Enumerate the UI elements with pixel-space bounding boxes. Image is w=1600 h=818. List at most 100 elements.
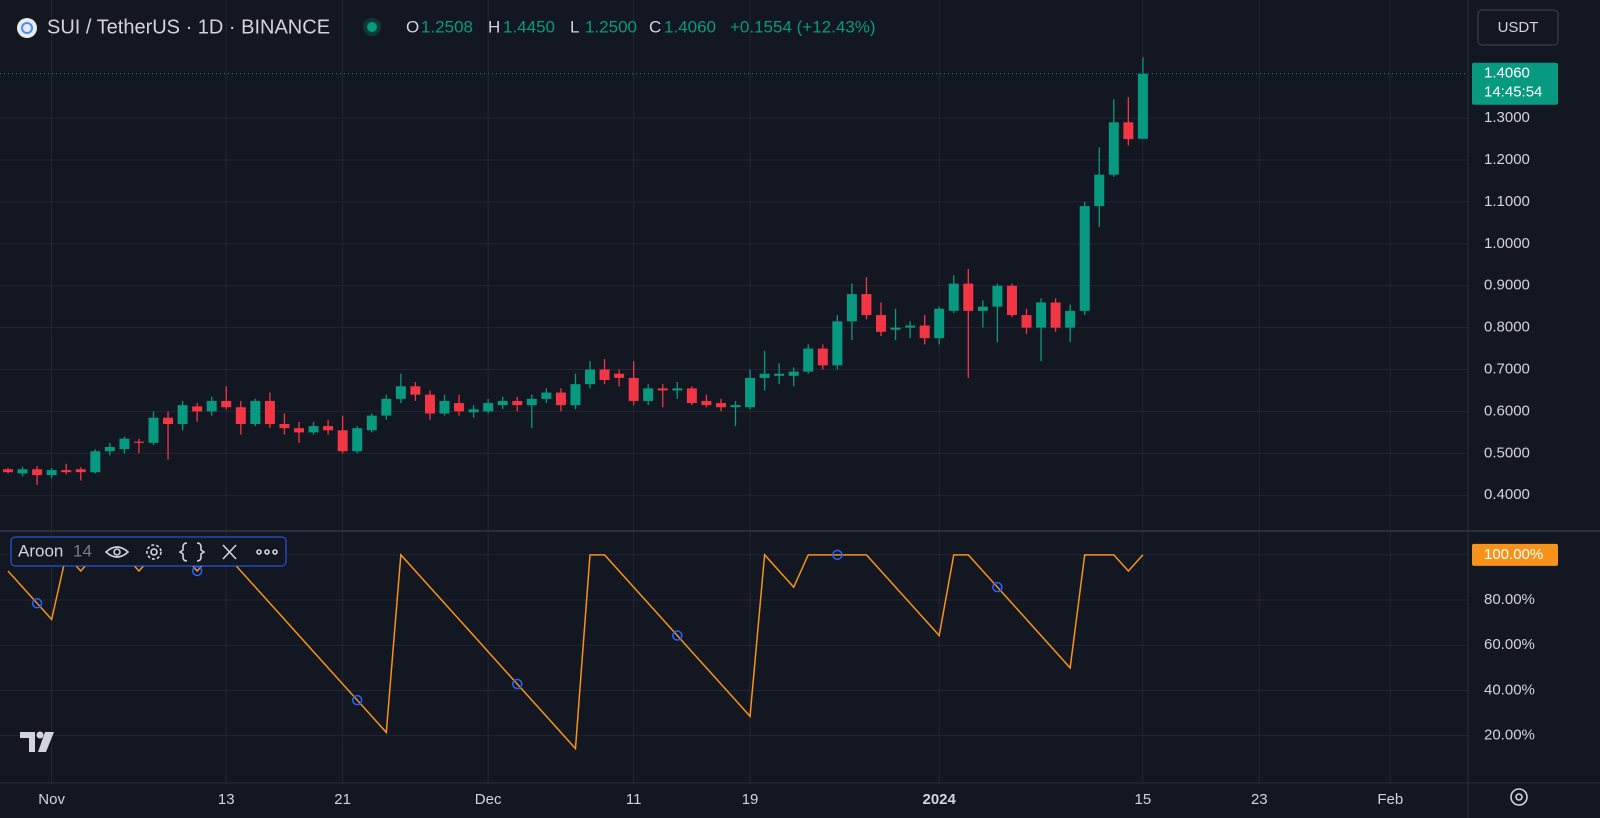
candle-body bbox=[483, 403, 494, 412]
candle-body bbox=[206, 400, 217, 412]
candle-body bbox=[701, 400, 712, 406]
ohlc: O 1.2508 H 1.4450 L 1.2500 C 1.4060 bbox=[406, 17, 716, 36]
ohlc-key: O bbox=[406, 17, 419, 36]
candle-body bbox=[876, 315, 886, 332]
candle-body bbox=[1021, 315, 1032, 328]
eye-icon[interactable] bbox=[104, 546, 130, 558]
candle-body bbox=[745, 377, 756, 408]
candle-body bbox=[221, 400, 232, 408]
indicator-length: 14 bbox=[73, 541, 92, 560]
x-tick-label: 23 bbox=[1251, 791, 1268, 808]
x-tick-label: Feb bbox=[1377, 791, 1403, 808]
indicator-legend bbox=[10, 536, 287, 567]
candle-body bbox=[657, 388, 668, 391]
candle-body bbox=[468, 409, 479, 413]
y-tick-label: 0.5000 bbox=[1484, 444, 1530, 461]
x-tick-label: 2024 bbox=[923, 791, 957, 808]
candle-body bbox=[104, 447, 115, 452]
candle-body bbox=[1137, 73, 1148, 139]
candle-body bbox=[992, 285, 1003, 307]
symbol-logo bbox=[17, 18, 37, 38]
candle-body bbox=[119, 438, 130, 450]
aroon-marker bbox=[512, 678, 523, 690]
candle-body bbox=[803, 348, 814, 372]
candle-body bbox=[948, 283, 959, 311]
candle-body bbox=[977, 306, 988, 311]
last-value-box bbox=[1472, 543, 1558, 566]
settings-button[interactable] bbox=[1515, 793, 1523, 801]
aroon-line bbox=[7, 553, 1144, 751]
candle-body bbox=[308, 426, 319, 433]
grid bbox=[0, 0, 1468, 783]
eye-icon[interactable] bbox=[113, 548, 121, 556]
more-icon[interactable] bbox=[272, 549, 278, 555]
candle-body bbox=[817, 348, 828, 366]
more-icon[interactable] bbox=[264, 549, 270, 555]
candle-body bbox=[192, 406, 203, 412]
settings-icon[interactable] bbox=[146, 544, 162, 560]
candle-body bbox=[846, 294, 857, 322]
ohlc-value: 1.4060 bbox=[664, 17, 716, 36]
currency[interactable]: USDT bbox=[1498, 19, 1539, 36]
settings-button[interactable] bbox=[1510, 788, 1528, 806]
candle-body bbox=[672, 388, 683, 391]
candle-body bbox=[454, 403, 465, 412]
candle-body bbox=[1036, 302, 1047, 328]
aroon-marker bbox=[31, 598, 43, 609]
candle-body bbox=[774, 373, 785, 376]
candle-body bbox=[585, 369, 595, 385]
candle-body bbox=[890, 327, 901, 330]
ohlc-value: 1.2508 bbox=[421, 17, 473, 36]
candle-body bbox=[381, 398, 392, 416]
aroon-marker bbox=[672, 630, 683, 641]
candle-body bbox=[148, 417, 159, 443]
candle-body bbox=[512, 400, 523, 406]
candle-body bbox=[177, 405, 188, 424]
y-tick-label: 0.9000 bbox=[1484, 277, 1530, 294]
candle-body bbox=[497, 400, 508, 406]
candle-body bbox=[250, 400, 261, 424]
candle-body bbox=[1065, 310, 1076, 328]
candle-body bbox=[628, 377, 639, 401]
currency-button[interactable] bbox=[1477, 9, 1559, 46]
candle-body bbox=[686, 388, 697, 404]
candle-body bbox=[395, 386, 406, 399]
candle-body bbox=[861, 294, 872, 316]
y-tick-label: 0.8000 bbox=[1484, 319, 1530, 336]
candle-body bbox=[643, 388, 654, 401]
candle-body bbox=[934, 308, 945, 339]
more-icon[interactable] bbox=[256, 549, 262, 555]
change: +0.1554 (+12.43%) bbox=[730, 17, 876, 36]
candle-body bbox=[599, 369, 610, 380]
candle-body bbox=[614, 373, 625, 378]
x-tick-label: 11 bbox=[626, 791, 642, 808]
candle-body bbox=[17, 469, 28, 474]
source-icon[interactable] bbox=[178, 542, 206, 562]
candle-body bbox=[32, 469, 43, 476]
x-tick-label: 15 bbox=[1135, 791, 1152, 808]
candle-body bbox=[46, 470, 57, 476]
settings-icon[interactable] bbox=[150, 548, 158, 556]
candle-body bbox=[1123, 122, 1134, 140]
indicator-name: Aroon bbox=[18, 541, 63, 560]
x-tick-label: Dec bbox=[475, 791, 502, 808]
candle-body bbox=[905, 325, 916, 328]
plot bbox=[0, 57, 1468, 751]
candle-body bbox=[1079, 206, 1090, 311]
x-tick-label: 19 bbox=[742, 791, 759, 808]
candle-body bbox=[366, 415, 377, 431]
candle-body bbox=[1108, 122, 1119, 175]
y-tick-label: 0.6000 bbox=[1484, 402, 1530, 419]
candle-body bbox=[61, 470, 72, 473]
countdown: 14:45:54 bbox=[1484, 84, 1542, 101]
aroon-marker bbox=[351, 694, 363, 706]
y-tick-label: 80.00% bbox=[1484, 591, 1535, 608]
tv-logo bbox=[20, 732, 35, 752]
ohlc-key: L bbox=[570, 17, 579, 36]
candle-body bbox=[264, 400, 275, 424]
legend-icons bbox=[104, 542, 278, 562]
remove-icon[interactable] bbox=[222, 544, 237, 560]
ohlc-value: 1.4450 bbox=[503, 17, 555, 36]
